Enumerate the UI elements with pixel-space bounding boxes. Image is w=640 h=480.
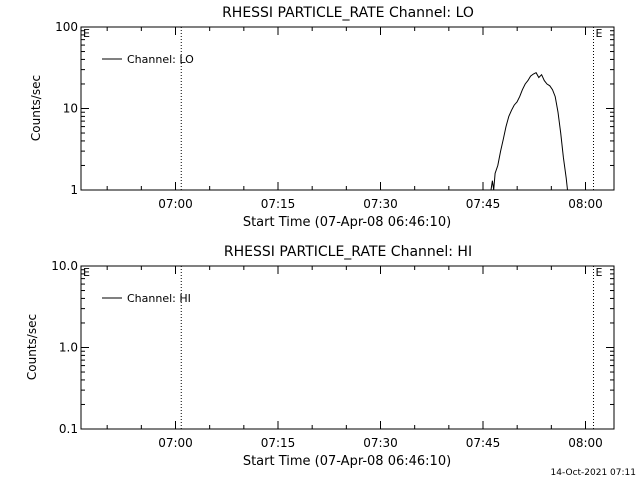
panel-lo-event-marker: E <box>596 27 603 40</box>
panel-lo-series-line <box>490 72 568 191</box>
panel-lo-legend-label: Channel: LO <box>127 53 194 66</box>
panel-lo-plot-frame <box>80 26 615 191</box>
panel-hi-y-tick-label: 0.1 <box>59 422 78 436</box>
panel-hi-y-tick-label: 1.0 <box>59 341 78 355</box>
panel-hi-plot-frame <box>80 265 615 430</box>
panel-hi-x-tick-label: 08:00 <box>568 436 603 450</box>
panel-hi-event-marker: E <box>596 266 603 279</box>
panel-hi-x-tick-label: 07:15 <box>261 436 296 450</box>
panel-hi-x-tick-label: 07:00 <box>158 436 193 450</box>
panel-hi-x-axis: 07:00 07:15 07:30 07:45 08:00 <box>106 266 603 450</box>
panel-lo-x-tick-label: 08:00 <box>568 197 603 211</box>
panel-lo-legend: Channel: LO <box>102 53 194 66</box>
panel-lo-x-tick-label: 07:15 <box>261 197 296 211</box>
panel-lo-title: RHESSI PARTICLE_RATE Channel: LO <box>222 5 474 21</box>
panel-lo-y-tick-label: 100 <box>55 20 78 34</box>
panel-lo-y-tick-label: 1 <box>70 183 78 197</box>
panel-lo-x-axis: 07:00 07:15 07:30 07:45 08:00 <box>106 27 603 211</box>
panel-hi-x-tick-label: 07:30 <box>363 436 398 450</box>
panel-hi-event-marker: E <box>83 266 90 279</box>
panel-lo-x-tick-label: 07:45 <box>466 197 501 211</box>
panel-lo-x-tick-label: 07:00 <box>158 197 193 211</box>
panel-lo-y-tick-label: 10 <box>63 102 78 116</box>
panel-hi-y-tick-label: 10.0 <box>51 259 78 273</box>
panel-hi-legend: Channel: HI <box>102 292 191 305</box>
footer-timestamp: 14-Oct-2021 07:11 <box>550 468 636 478</box>
panel-hi-legend-label: Channel: HI <box>127 292 191 305</box>
panel-lo-x-axis-label: Start Time (07-Apr-08 06:46:10) <box>243 215 451 230</box>
panel-lo: RHESSI PARTICLE_RATE Channel: LO 110100 … <box>29 5 615 230</box>
panel-hi-y-axis: 0.1 1.0 10.0 <box>51 259 614 436</box>
panel-hi-x-tick-label: 07:45 <box>466 436 501 450</box>
panel-hi-x-axis-label: Start Time (07-Apr-08 06:46:10) <box>243 454 451 469</box>
panel-lo-event-marker: E <box>83 27 90 40</box>
panel-lo-y-axis: 1 10 100 <box>55 20 614 197</box>
panel-hi: RHESSI PARTICLE_RATE Channel: HI 0.1 1.0 1… <box>25 244 615 469</box>
panel-hi-title: RHESSI PARTICLE_RATE Channel: HI <box>224 244 472 260</box>
panel-lo-series <box>490 72 568 191</box>
panel-lo-y-axis-label: Counts/sec <box>29 75 43 141</box>
panel-hi-y-axis-label: Counts/sec <box>25 314 39 380</box>
panel-lo-x-tick-label: 07:30 <box>363 197 398 211</box>
